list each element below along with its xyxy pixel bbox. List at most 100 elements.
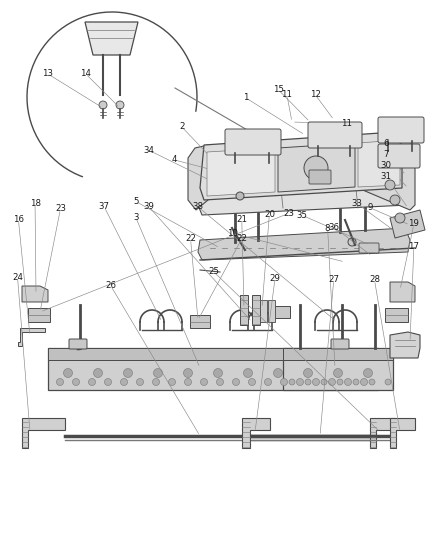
Polygon shape [390,418,415,448]
Circle shape [312,378,319,385]
FancyBboxPatch shape [225,129,281,155]
Text: 11: 11 [281,91,293,99]
Polygon shape [390,282,415,302]
Circle shape [73,378,80,385]
Polygon shape [240,295,248,325]
Text: 28: 28 [369,276,380,284]
Text: 38: 38 [192,203,204,211]
Circle shape [124,368,133,377]
Text: 15: 15 [272,85,284,94]
FancyBboxPatch shape [331,339,349,349]
Circle shape [348,238,356,246]
Polygon shape [22,286,48,302]
Text: 23: 23 [283,209,295,217]
Text: 26: 26 [105,281,116,289]
Text: 34: 34 [143,146,155,155]
Circle shape [289,379,295,385]
Text: 8: 8 [325,224,330,232]
Circle shape [244,368,252,377]
FancyBboxPatch shape [378,144,420,168]
Circle shape [236,192,244,200]
Circle shape [152,378,159,385]
Polygon shape [85,22,138,55]
Text: 31: 31 [381,173,392,181]
Text: 6: 6 [384,140,389,148]
Text: 33: 33 [351,199,363,208]
Text: 29: 29 [270,274,280,282]
Polygon shape [278,143,355,192]
Polygon shape [390,210,425,238]
Circle shape [273,368,283,377]
Polygon shape [190,315,210,328]
Text: 2: 2 [179,123,184,131]
Circle shape [233,378,240,385]
FancyBboxPatch shape [48,348,378,390]
Polygon shape [385,308,408,322]
Polygon shape [270,306,290,318]
FancyBboxPatch shape [378,117,424,143]
Polygon shape [358,138,415,210]
Polygon shape [198,175,408,215]
Text: 17: 17 [408,242,420,251]
Circle shape [265,378,272,385]
FancyBboxPatch shape [283,348,393,390]
Text: 5: 5 [133,197,138,206]
Text: 27: 27 [328,276,339,284]
Circle shape [353,379,359,385]
Circle shape [321,379,327,385]
FancyBboxPatch shape [308,122,362,148]
Circle shape [184,368,192,377]
Polygon shape [260,300,267,322]
Circle shape [88,378,95,385]
Text: 24: 24 [12,273,23,281]
Circle shape [304,368,312,377]
Text: 19: 19 [409,220,419,228]
Circle shape [201,378,208,385]
Circle shape [64,368,73,377]
FancyBboxPatch shape [359,243,379,253]
Circle shape [137,378,144,385]
Text: 3: 3 [133,213,138,222]
Polygon shape [22,418,65,448]
Circle shape [105,378,112,385]
Circle shape [328,378,336,385]
Circle shape [297,378,304,385]
Circle shape [345,378,352,385]
Text: 30: 30 [381,161,392,169]
Text: 10: 10 [226,229,238,238]
Text: 22: 22 [236,235,247,243]
Circle shape [57,378,64,385]
Text: 13: 13 [42,69,53,78]
Text: 12: 12 [310,91,321,99]
Circle shape [216,378,223,385]
Text: 36: 36 [328,223,339,231]
Polygon shape [390,332,420,358]
Circle shape [369,379,375,385]
Circle shape [305,379,311,385]
FancyBboxPatch shape [283,348,393,360]
Circle shape [184,378,191,385]
Text: 37: 37 [99,203,110,211]
Circle shape [385,180,395,190]
Circle shape [93,368,102,377]
Polygon shape [200,132,402,200]
Circle shape [390,195,400,205]
Circle shape [169,378,176,385]
Text: 39: 39 [144,203,154,211]
Text: 14: 14 [80,69,91,78]
Circle shape [385,379,391,385]
Circle shape [153,368,162,377]
FancyBboxPatch shape [69,339,87,349]
FancyBboxPatch shape [48,348,378,360]
Polygon shape [28,308,50,322]
Polygon shape [18,328,45,346]
Polygon shape [202,175,408,198]
Circle shape [337,379,343,385]
Text: 1: 1 [243,93,248,102]
Text: 16: 16 [13,215,24,224]
Circle shape [360,378,367,385]
Polygon shape [358,140,400,187]
Polygon shape [242,418,270,448]
Text: 20: 20 [264,210,275,219]
Circle shape [116,101,124,109]
